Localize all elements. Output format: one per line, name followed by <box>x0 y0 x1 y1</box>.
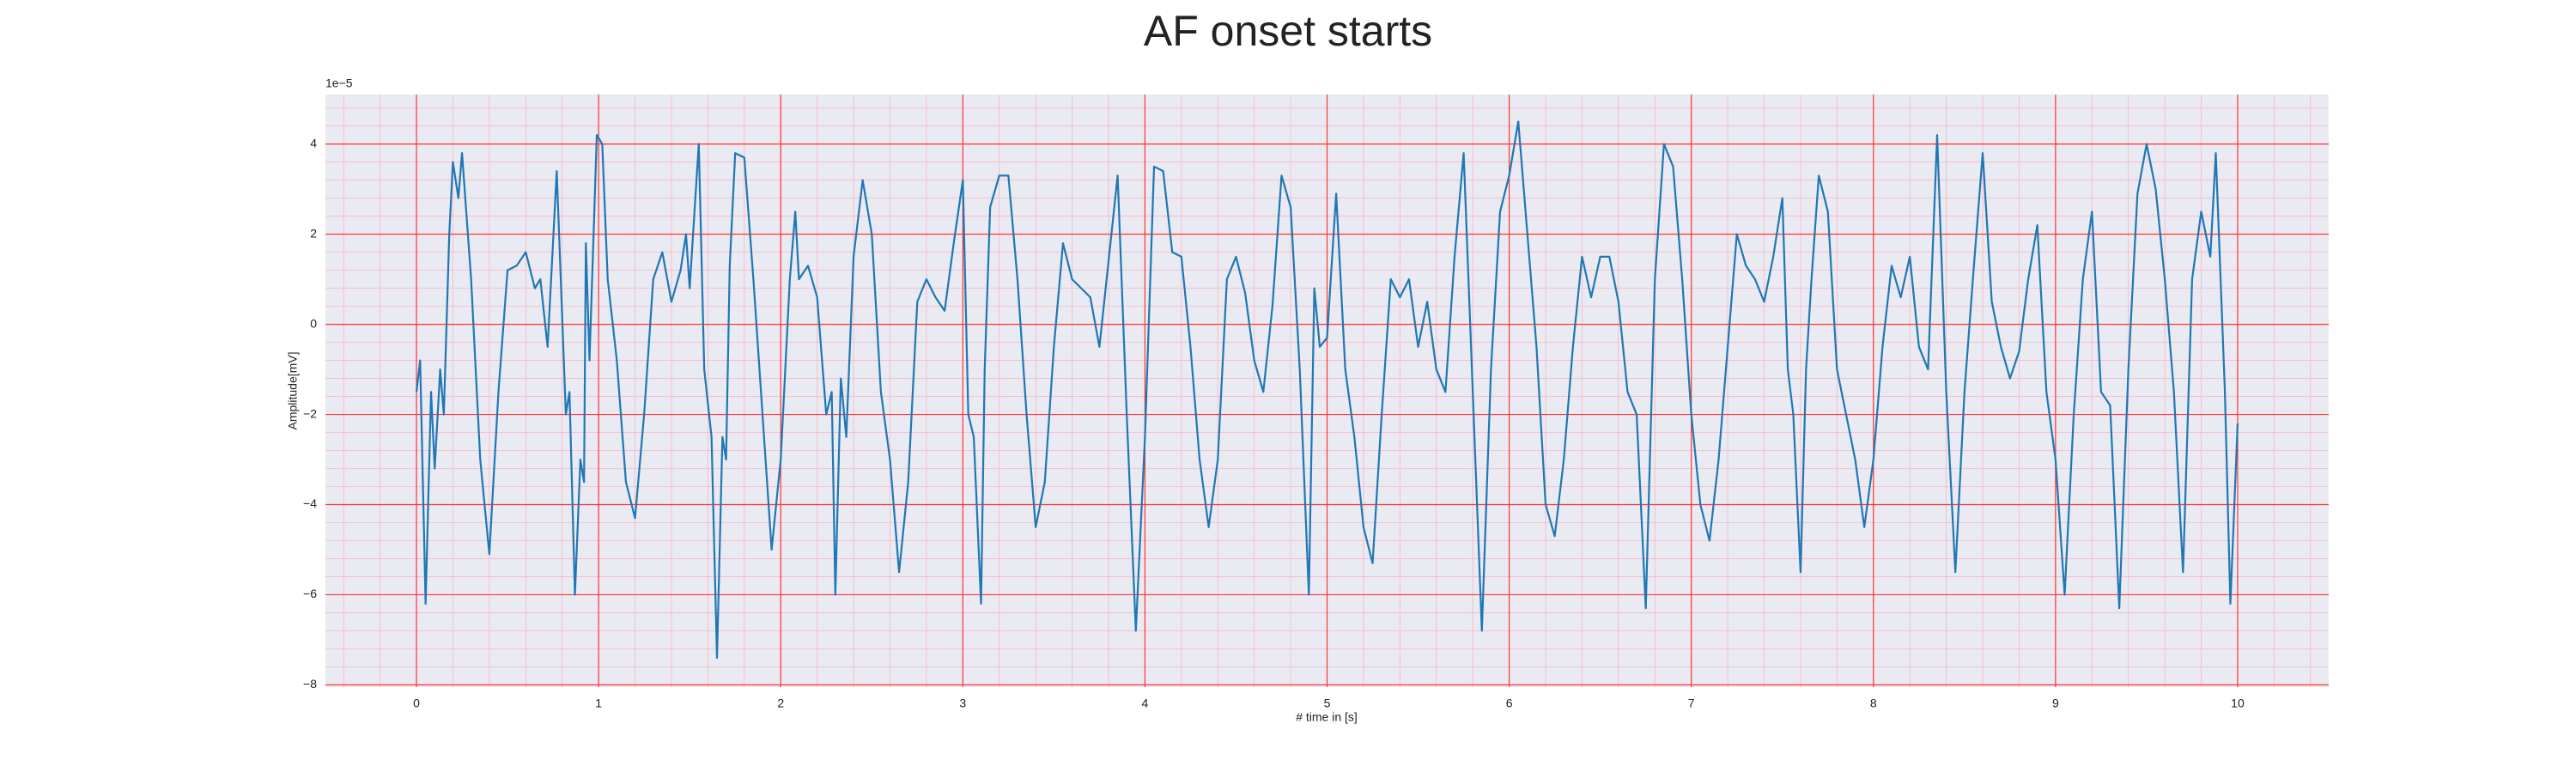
y-tick-label: −6 <box>303 587 317 600</box>
x-tick-label: 9 <box>2052 697 2059 710</box>
x-tick-label: 0 <box>413 697 420 710</box>
x-tick-label: 4 <box>1142 697 1149 710</box>
y-tick-label: 2 <box>310 226 317 240</box>
y-tick-label: 0 <box>310 316 317 330</box>
x-tick-label: 1 <box>595 697 602 710</box>
x-tick-label: 2 <box>777 697 784 710</box>
y-offset-label: 1e−5 <box>325 76 353 90</box>
y-tick-label: −8 <box>303 677 317 691</box>
x-tick-label: 10 <box>2231 697 2245 710</box>
y-tick-label: −2 <box>303 406 317 420</box>
x-tick-label: 7 <box>1688 697 1695 710</box>
x-tick-label: 3 <box>959 697 966 710</box>
x-axis-label: # time in [s] <box>1296 710 1358 724</box>
y-tick-label: −4 <box>303 496 317 510</box>
x-tick-label: 8 <box>1870 697 1877 710</box>
y-tick-label: 4 <box>310 136 317 149</box>
chart-title: AF onset starts <box>1144 7 1432 55</box>
y-axis-label: Amplitude[mV] <box>286 351 300 429</box>
signal-line <box>415 120 2239 659</box>
x-tick-label: 6 <box>1506 697 1513 710</box>
x-tick-label: 5 <box>1324 697 1331 710</box>
